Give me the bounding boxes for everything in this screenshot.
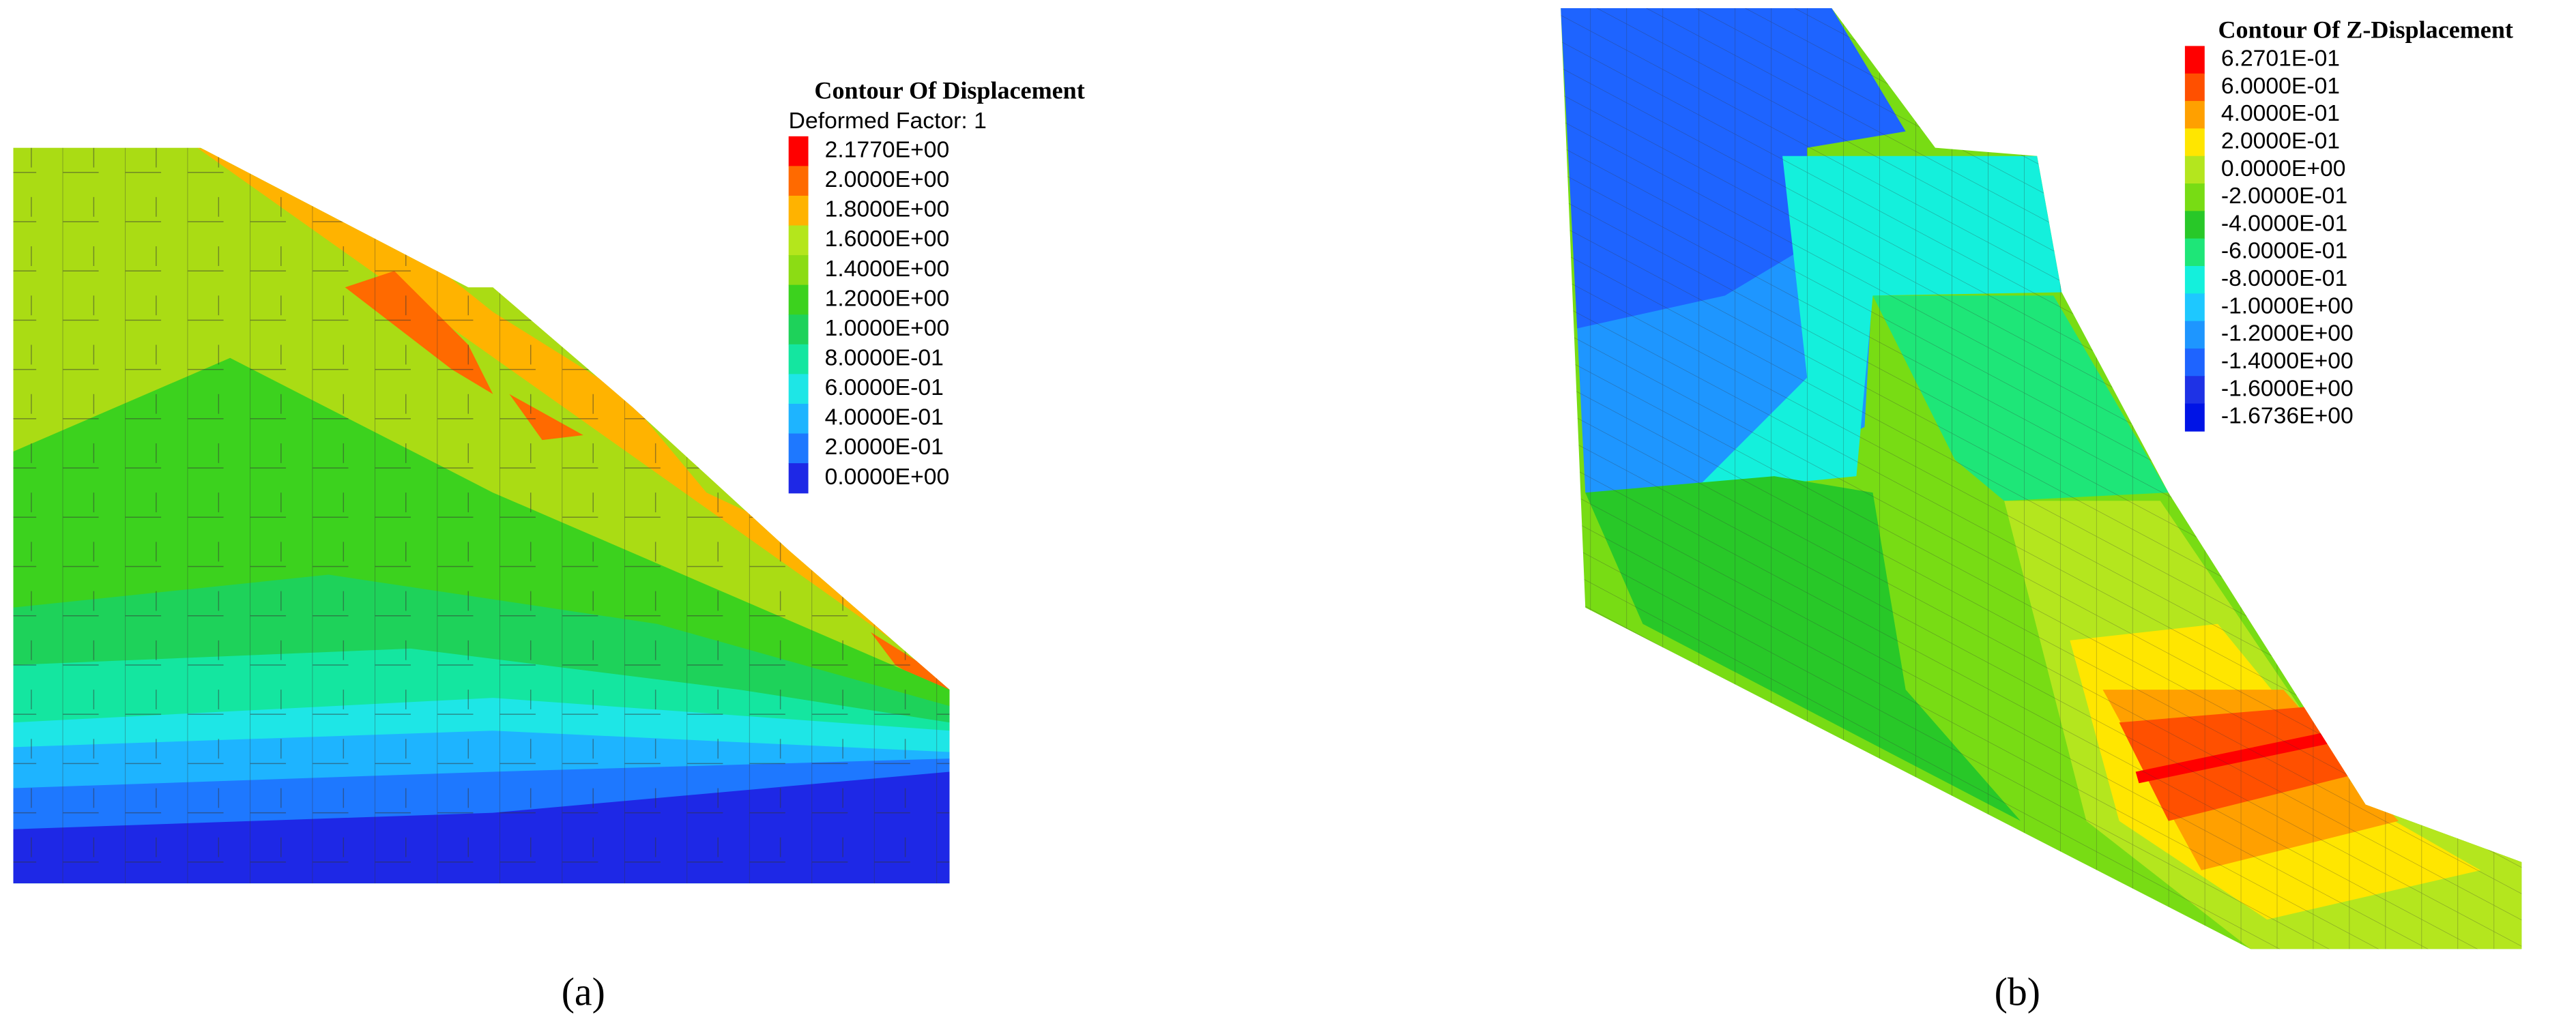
legend-label: 4.0000E-01 — [825, 404, 944, 430]
legend-label: -2.0000E-01 — [2221, 183, 2347, 209]
legend-swatch — [2184, 321, 2205, 349]
legend-label: -1.4000E+00 — [2221, 348, 2354, 374]
legend-label: 8.0000E-01 — [825, 345, 944, 371]
legend-label: 1.2000E+00 — [825, 285, 950, 311]
legend-label: 0.0000E+00 — [825, 464, 950, 490]
legend-swatch — [2184, 376, 2205, 404]
legend-swatch — [2184, 183, 2205, 212]
legend-label: 1.6000E+00 — [825, 226, 950, 252]
legend-swatch — [2184, 128, 2205, 157]
legend-swatch — [2184, 348, 2205, 377]
legend-label: -4.0000E-01 — [2221, 210, 2347, 236]
legend-swatch — [788, 314, 809, 345]
legend-swatch — [788, 166, 809, 196]
legend-label: 1.8000E+00 — [825, 196, 950, 222]
contour-b — [1561, 8, 2522, 949]
legend-subtitle: Deformed Factor: 1 — [789, 108, 987, 134]
legend-label: 2.1770E+00 — [825, 136, 950, 162]
legend-swatch — [2184, 265, 2205, 295]
legend-swatch — [788, 136, 809, 167]
legend-swatch — [788, 374, 809, 404]
legend-label: 4.0000E-01 — [2221, 100, 2340, 126]
legend-label: -1.6736E+00 — [2221, 403, 2354, 429]
legend-swatch — [788, 433, 809, 464]
panel-label: (b) — [1995, 971, 2040, 1014]
legend-swatch — [2184, 101, 2205, 130]
legend-label: -6.0000E-01 — [2221, 238, 2347, 264]
legends: 2.1770E+00 2.0000E+00 1.8000E+00 1.6000E+00… — [788, 45, 2354, 494]
legend-swatch — [788, 344, 809, 375]
legend-label: 6.0000E-01 — [2221, 73, 2340, 99]
legend-swatch — [788, 255, 809, 286]
legend-title: Contour Of Displacement — [814, 76, 1084, 104]
legend-label: 1.4000E+00 — [825, 256, 950, 282]
legend-swatch — [2184, 403, 2205, 432]
legend-label: 2.0000E-01 — [2221, 128, 2340, 153]
legend-swatch — [2184, 238, 2205, 267]
legend-swatch — [2184, 293, 2205, 322]
legend-swatch — [788, 195, 809, 226]
legend-label: 0.0000E+00 — [2221, 156, 2346, 181]
legend-swatch — [788, 284, 809, 315]
legend-swatch — [2184, 156, 2205, 184]
legend-label: 1.0000E+00 — [825, 315, 950, 341]
legend-title: Contour Of Z-Displacement — [2218, 16, 2513, 43]
legend-label: 2.0000E+00 — [825, 166, 950, 192]
legend-label: -8.0000E-01 — [2221, 265, 2347, 291]
legend-label: 2.0000E-01 — [825, 434, 944, 460]
legend-swatch — [788, 463, 809, 494]
legend-swatch — [2184, 211, 2205, 239]
legend-swatch — [788, 225, 809, 256]
legend-label: -1.2000E+00 — [2221, 321, 2354, 347]
panel-label: (a) — [562, 971, 605, 1014]
legend-label: -1.6000E+00 — [2221, 375, 2354, 401]
legend-swatch — [2184, 46, 2205, 74]
legend-swatch — [788, 403, 809, 434]
legend-label: 6.2701E-01 — [2221, 45, 2340, 71]
legend-swatch — [2184, 73, 2205, 102]
legend-label: 6.0000E-01 — [825, 374, 944, 400]
legend-label: -1.0000E+00 — [2221, 293, 2354, 319]
